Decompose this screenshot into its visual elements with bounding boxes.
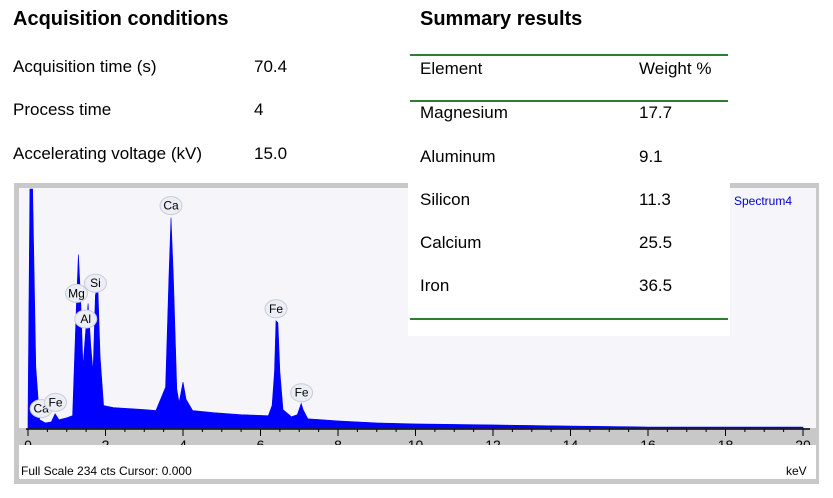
element-aluminum: Aluminum — [420, 147, 496, 166]
x-unit-label: keV — [786, 464, 807, 478]
weight-calcium: 25.5 — [639, 233, 673, 252]
element-calcium: Calcium — [420, 233, 482, 252]
results-panel — [408, 56, 730, 336]
weight-silicon: 11.3 — [639, 190, 671, 209]
summary-title: Summary results — [420, 8, 583, 30]
spectrum-name: Spectrum4 — [734, 194, 792, 208]
peak-label-si-4: Si — [83, 273, 107, 293]
voltage-value: 15.0 — [254, 144, 288, 163]
svg-text:Al: Al — [80, 312, 91, 326]
spectrum-series-area — [27, 188, 804, 429]
table-bottom-rule — [410, 318, 728, 320]
peak-label-ca-5: Ca — [159, 196, 183, 216]
status-bar — [19, 445, 816, 479]
svg-text:Fe: Fe — [269, 302, 283, 316]
svg-text:Mg: Mg — [68, 286, 85, 300]
process-time-label: Process time — [13, 100, 112, 119]
table-header-rule — [410, 100, 728, 102]
header-weight: Weight % — [639, 59, 712, 78]
acquisition-title: Acquisition conditions — [13, 8, 229, 30]
acq-time-label: Acquisition time (s) — [13, 57, 157, 76]
peak-label-mg-2: Mg — [64, 283, 88, 303]
svg-text:Si: Si — [90, 276, 101, 290]
header-element: Element — [420, 59, 483, 78]
acq-time-value: 70.4 — [254, 57, 288, 76]
peak-label-fe-1: Fe — [44, 392, 68, 412]
svg-text:Fe: Fe — [295, 386, 309, 400]
svg-text:Fe: Fe — [49, 395, 63, 409]
peak-label-fe-7: Fe — [290, 383, 314, 403]
svg-text:Ca: Ca — [163, 199, 179, 213]
weight-iron: 36.5 — [639, 276, 673, 295]
element-magnesium: Magnesium — [420, 103, 508, 122]
process-time-value: 4 — [254, 100, 264, 119]
weight-aluminum: 9.1 — [639, 147, 663, 166]
voltage-label: Accelerating voltage (kV) — [13, 144, 202, 163]
element-silicon: Silicon — [420, 190, 471, 209]
peak-label-fe-6: Fe — [264, 299, 288, 319]
weight-magnesium: 17.7 — [639, 103, 673, 122]
table-top-rule — [410, 54, 728, 56]
status-text: Full Scale 234 cts Cursor: 0.000 — [21, 464, 192, 478]
peak-label-al-3: Al — [74, 309, 98, 329]
element-iron: Iron — [420, 276, 450, 295]
